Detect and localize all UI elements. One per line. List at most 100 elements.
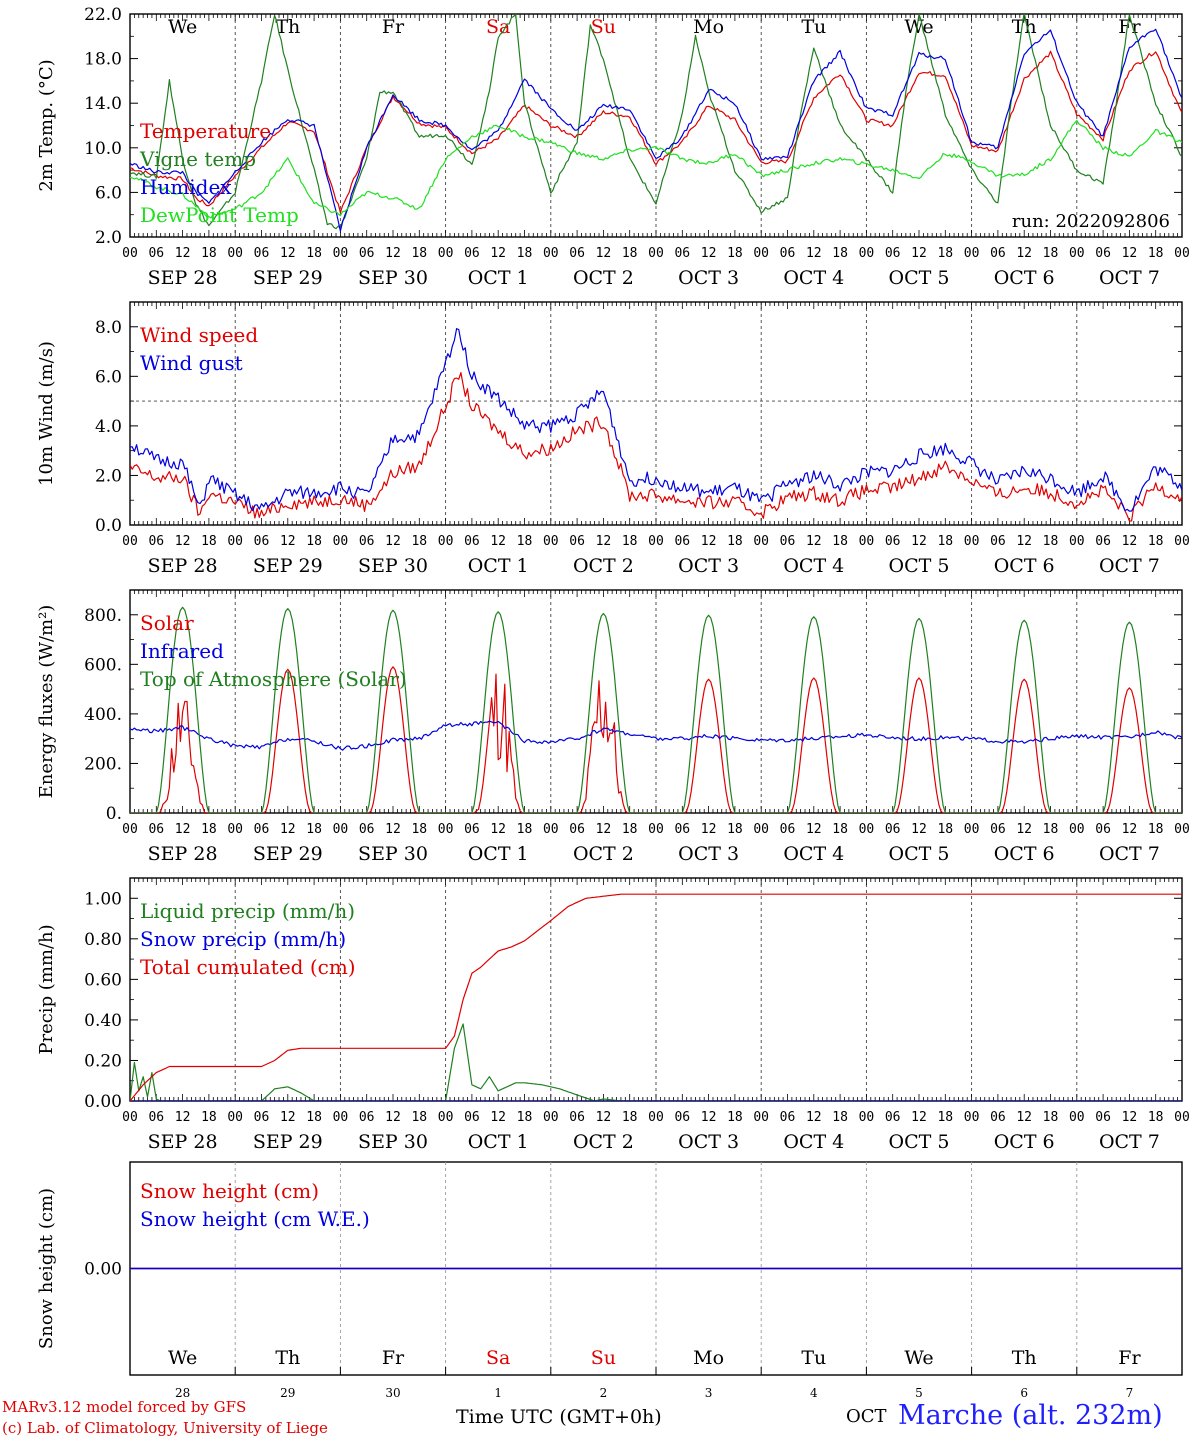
hour-tick-label: 00 xyxy=(227,822,243,837)
hour-tick-label: 12 xyxy=(175,246,191,261)
hour-tick-label: 18 xyxy=(517,534,533,549)
panel-3: 0. 200. 400. 600. 800. Energy fluxes (W/m²) 00… xyxy=(36,589,1190,865)
hour-tick-label: 06 xyxy=(674,246,690,261)
hour-tick-label: 12 xyxy=(1122,1110,1138,1125)
y-tick-label: 0.00 xyxy=(84,1260,122,1280)
hour-tick-label: 06 xyxy=(885,1110,901,1125)
hour-tick-label: 00 xyxy=(964,246,980,261)
hour-tick-label: 06 xyxy=(780,822,796,837)
y-tick-label: 800. xyxy=(84,606,122,626)
hour-tick-label: 12 xyxy=(1016,534,1032,549)
hour-tick-label: 06 xyxy=(148,534,164,549)
hour-tick-label: 12 xyxy=(1016,822,1032,837)
day-label: OCT 6 xyxy=(994,1131,1055,1153)
weekday-label: Mo xyxy=(693,1347,724,1369)
plot-frame xyxy=(129,589,1183,814)
day-label: OCT 1 xyxy=(468,843,529,865)
legend-entry: Snow precip (mm/h) xyxy=(140,927,346,951)
y-tick-label: 22.0 xyxy=(84,5,122,25)
hour-tick-label: 18 xyxy=(1043,1110,1059,1125)
legend-entry: Snow height (cm W.E.) xyxy=(140,1207,370,1231)
hour-tick-label: 18 xyxy=(832,534,848,549)
hour-tick-label: 12 xyxy=(385,534,401,549)
day-label: OCT 1 xyxy=(468,267,529,289)
y-tick-label: 0.80 xyxy=(84,930,122,950)
y-tick-label: 0.40 xyxy=(84,1011,122,1031)
y-tick-label: 2.0 xyxy=(95,466,122,486)
hour-tick-label: 00 xyxy=(122,534,138,549)
hour-tick-label: 00 xyxy=(648,534,664,549)
y-axis-label: Precip (mm/h) xyxy=(36,924,57,1054)
hour-tick-label: 06 xyxy=(674,1110,690,1125)
hour-tick-label: 18 xyxy=(832,246,848,261)
weekday-label: Th xyxy=(1012,16,1037,38)
hour-tick-label: 18 xyxy=(306,246,322,261)
panel-5: 0.00 Snow height (cm) We Th Fr Sa Su Mo Tu We Th Fr… xyxy=(36,1161,1183,1400)
hour-tick-label: 12 xyxy=(280,1110,296,1125)
day-label: OCT 2 xyxy=(573,1131,634,1153)
y-tick-label: 14.0 xyxy=(84,94,122,114)
hour-tick-label: 12 xyxy=(701,246,717,261)
hour-tick-label: 18 xyxy=(201,534,217,549)
day-number-label: 30 xyxy=(385,1386,400,1400)
hour-tick-label: 00 xyxy=(1069,822,1085,837)
hour-tick-label: 06 xyxy=(254,1110,270,1125)
y-axis-label: Snow height (cm) xyxy=(36,1188,57,1349)
hour-tick-label: 18 xyxy=(832,822,848,837)
hour-tick-label: 12 xyxy=(490,246,506,261)
hour-tick-label: 12 xyxy=(490,534,506,549)
month-label: OCT xyxy=(846,1406,887,1427)
day-label: SEP 29 xyxy=(253,555,323,577)
hour-tick-label: 12 xyxy=(175,534,191,549)
legend-entry: Temperature xyxy=(140,119,271,143)
hour-tick-label: 00 xyxy=(964,822,980,837)
day-label: OCT 6 xyxy=(994,267,1055,289)
hour-tick-label: 06 xyxy=(1095,822,1111,837)
run-label: run: 2022092806 xyxy=(1012,211,1170,232)
hour-tick-label: 12 xyxy=(1122,822,1138,837)
hour-tick-label: 06 xyxy=(254,822,270,837)
hour-tick-label: 18 xyxy=(411,534,427,549)
hour-tick-label: 12 xyxy=(1122,534,1138,549)
hour-tick-label: 06 xyxy=(464,534,480,549)
weekday-label: Sa xyxy=(486,16,510,38)
hour-tick-label: 06 xyxy=(990,534,1006,549)
hour-tick-label: 06 xyxy=(1095,246,1111,261)
hour-tick-label: 18 xyxy=(517,246,533,261)
hour-tick-label: 18 xyxy=(832,1110,848,1125)
hour-tick-label: 18 xyxy=(306,822,322,837)
weekday-label: Tu xyxy=(801,1347,826,1369)
day-label: OCT 6 xyxy=(994,555,1055,577)
day-number-label: 7 xyxy=(1126,1386,1134,1400)
weekday-label: Su xyxy=(591,16,616,38)
hour-tick-label: 18 xyxy=(201,822,217,837)
legend-entry: DewPoint Temp xyxy=(140,203,299,227)
weekday-label: Th xyxy=(275,1347,300,1369)
hour-tick-label: 00 xyxy=(438,822,454,837)
day-label: OCT 4 xyxy=(783,555,844,577)
hour-tick-label: 18 xyxy=(1043,534,1059,549)
legend-entry: Snow height (cm) xyxy=(140,1179,319,1203)
hour-tick-label: 06 xyxy=(569,822,585,837)
hour-tick-label: 12 xyxy=(596,534,612,549)
hour-tick-label: 12 xyxy=(701,534,717,549)
series-line-top-of-atmosphere-solar xyxy=(130,606,1182,813)
hour-tick-label: 06 xyxy=(148,822,164,837)
hour-tick-label: 00 xyxy=(438,534,454,549)
hour-tick-label: 12 xyxy=(911,246,927,261)
hour-tick-label: 06 xyxy=(885,246,901,261)
hour-tick-label: 12 xyxy=(490,1110,506,1125)
day-label: OCT 7 xyxy=(1099,267,1160,289)
hour-tick-label: 18 xyxy=(937,246,953,261)
hour-tick-label: 06 xyxy=(990,246,1006,261)
day-label: OCT 1 xyxy=(468,1131,529,1153)
series-line-wind-speed xyxy=(130,372,1182,522)
day-label: SEP 29 xyxy=(253,1131,323,1153)
day-label: OCT 2 xyxy=(573,555,634,577)
hour-tick-label: 00 xyxy=(543,246,559,261)
hour-tick-label: 18 xyxy=(517,1110,533,1125)
panel-1: 2.0 6.0 10.0 14.0 18.0 22.0 2m Temp. (°C) 00 06 1… xyxy=(36,5,1190,289)
hour-tick-label: 00 xyxy=(753,1110,769,1125)
hour-tick-label: 06 xyxy=(885,822,901,837)
series-line-humidex xyxy=(130,28,1182,232)
